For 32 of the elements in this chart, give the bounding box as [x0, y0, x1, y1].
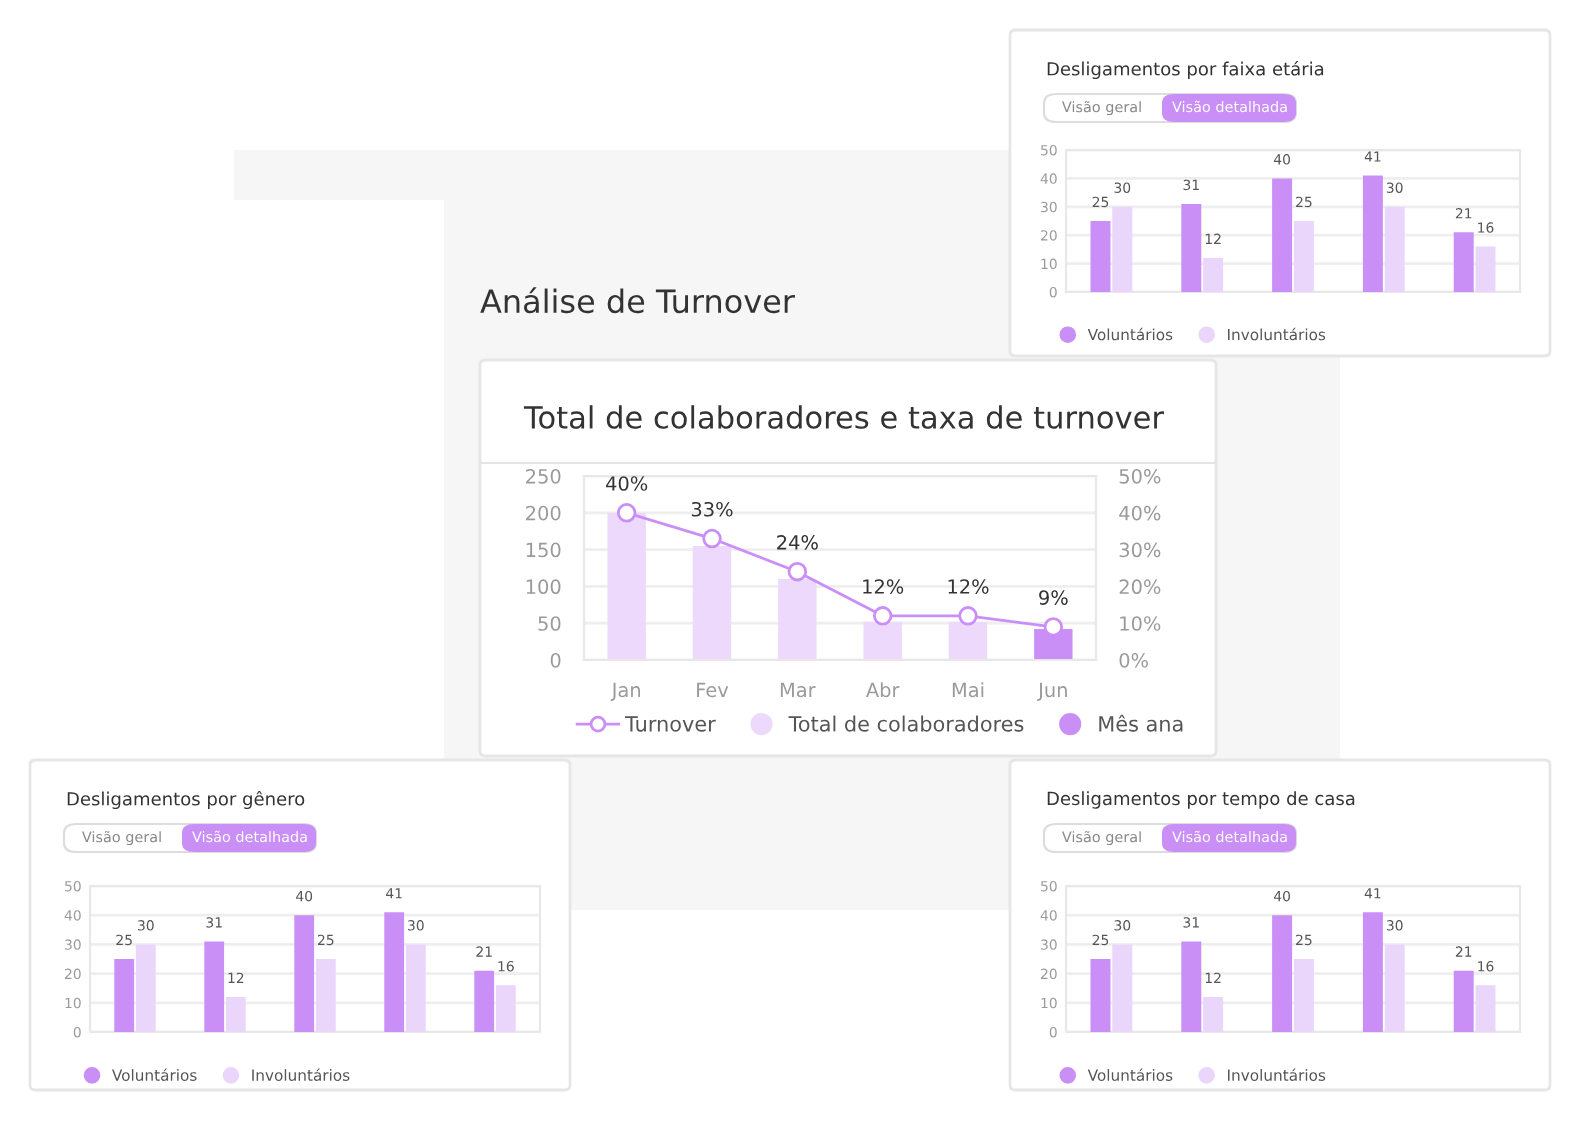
x-tick-label: Mai	[952, 682, 984, 698]
data-label: 33%	[691, 501, 733, 517]
y2-tick-label: 50%	[1119, 468, 1161, 484]
data-label: 24%	[777, 535, 818, 550]
x-tick-label: Jan	[610, 682, 640, 701]
x-tick-label: Fev	[697, 682, 729, 698]
data-label: 12%	[863, 579, 904, 594]
data-label: 9%	[1039, 590, 1068, 605]
chart-title: Desligamentos por tempo de casa	[1047, 791, 1355, 809]
x-tick-label: Jun	[1037, 682, 1067, 701]
y2-tick-label: 0%	[1119, 652, 1148, 668]
chart-title: Total de colaboradores e taxa de turnover	[523, 405, 1164, 429]
text: Análise de Turnover	[480, 287, 795, 314]
legend-label: Turnover	[625, 716, 716, 732]
y2-tick-label: 20%	[1119, 579, 1161, 595]
y-tick-label: 0	[550, 652, 561, 668]
y2-tick-label: 40%	[1119, 505, 1161, 521]
x-tick-label: Mar	[780, 682, 816, 698]
y-tick-label: 50	[538, 616, 561, 631]
y-tick-label: 100	[526, 579, 561, 595]
data-label: 12%	[948, 579, 989, 594]
y-tick-label: 200	[526, 505, 561, 521]
y2-tick-label: 10%	[1120, 616, 1161, 631]
y2-tick-label: 30%	[1119, 542, 1161, 558]
legend-label: Mês ana	[1099, 714, 1183, 732]
legend-label: Total de colaboradores	[788, 715, 1024, 732]
y-tick-label: 250	[526, 468, 561, 484]
chart-title: Desligamentos por gênero	[67, 790, 305, 810]
chart-title: Desligamentos por faixa etária	[1047, 60, 1324, 80]
y-tick-label: 150	[526, 542, 561, 558]
data-label: 40%	[606, 476, 648, 491]
x-tick-label: Abr	[866, 682, 900, 698]
